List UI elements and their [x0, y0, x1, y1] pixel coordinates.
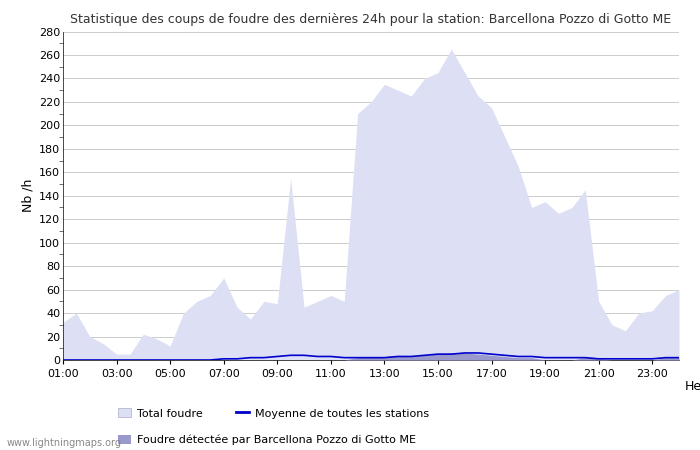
Title: Statistique des coups de foudre des dernières 24h pour la station: Barcellona Po: Statistique des coups de foudre des dern…: [71, 13, 671, 26]
Y-axis label: Nb /h: Nb /h: [22, 179, 35, 212]
Text: Heure: Heure: [685, 380, 700, 393]
Text: www.lightningmaps.org: www.lightningmaps.org: [7, 438, 122, 448]
Legend: Foudre détectée par Barcellona Pozzo di Gotto ME: Foudre détectée par Barcellona Pozzo di …: [118, 435, 416, 445]
